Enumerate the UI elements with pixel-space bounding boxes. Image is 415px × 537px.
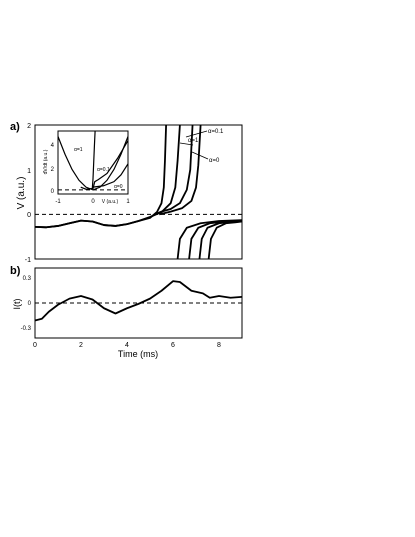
- annotation-alpha-1: α=1: [188, 138, 199, 144]
- panel-a-ylabel: V (a.u.): [16, 177, 27, 210]
- inset-series: [57, 130, 129, 191]
- inset-annotation-alpha-0-1: α=0.1: [97, 167, 110, 173]
- inset: dV/dt (a.u.) 0 2 4 -1 0 1 V (a.u.) α=1 α…: [43, 130, 130, 205]
- panel-b-xticks: 0 2 4 6 8: [33, 342, 221, 349]
- inset-ytick: 2: [51, 167, 55, 173]
- inset-annotation-alpha-0: α=0: [114, 184, 123, 190]
- panel-a-ytick: 2: [27, 123, 31, 130]
- inset-series-line-1: [91, 130, 96, 189]
- panel-a-ytick: -1: [25, 257, 31, 264]
- panel-b-xtick: 6: [171, 342, 175, 349]
- panel-a-series-line-8: [207, 220, 243, 260]
- inset-ytick: 0: [51, 189, 55, 195]
- annotation-alpha-0-1-arrow: [185, 130, 208, 138]
- inset-xticks: -1 0 1: [55, 199, 130, 205]
- panel-a-series: [34, 124, 243, 260]
- inset-series-line-3: [92, 163, 129, 188]
- annotation-alpha-0-arrow: [191, 151, 209, 160]
- inset-ylabel: dV/dt (a.u.): [43, 149, 49, 174]
- inset-annotation-alpha-1: α=1: [74, 147, 83, 153]
- inset-xtick: -1: [55, 199, 61, 205]
- panel-a-ytick: 0: [27, 212, 31, 219]
- panel-b: b) I(t) -0.3 0 0.3 0 2 4 6 8 Time (ms): [10, 265, 243, 359]
- panel-a-series-line-6: [188, 219, 243, 260]
- panel-b-ytick: 0: [28, 301, 32, 307]
- inset-frame: [57, 130, 129, 195]
- panel-b-ytick: 0.3: [23, 276, 32, 282]
- panel-a-frame: [34, 124, 243, 260]
- panel-b-series: [34, 280, 243, 322]
- panel-a-series-line-5: [176, 219, 243, 260]
- inset-xtick: 1: [126, 199, 130, 205]
- panel-a-series-line-3: [154, 124, 194, 216]
- panel-a: a) V (a.u.) -1 0 1 2 α=1 α=0.1 α=0: [10, 121, 243, 264]
- panel-a-series-line-4: [158, 124, 202, 216]
- panel-b-xlabel: Time (ms): [118, 349, 158, 359]
- panel-b-ylabel: I(t): [12, 299, 22, 310]
- panel-b-xtick: 8: [217, 342, 221, 349]
- inset-series-line-4: [57, 136, 129, 191]
- panel-a-ytick: 1: [27, 168, 31, 175]
- inset-xtick: 0: [91, 199, 95, 205]
- panel-b-series-line-1: [34, 280, 243, 322]
- annotation-alpha-0-1: α=0.1: [208, 129, 224, 135]
- annotation-alpha-0: α=0: [209, 158, 220, 164]
- panel-b-xtick: 0: [33, 342, 37, 349]
- panel-a-series-line-2: [34, 124, 181, 229]
- panel-b-ytick: -0.3: [21, 326, 32, 332]
- panel-b-xtick: 2: [79, 342, 83, 349]
- inset-series-line-2: [80, 140, 129, 190]
- inset-xlabel: V (a.u.): [102, 199, 119, 205]
- panel-a-yticks: -1 0 1 2: [25, 123, 31, 264]
- panel-a-label: a): [10, 121, 20, 133]
- inset-ytick: 4: [51, 143, 55, 149]
- panel-b-label: b): [10, 265, 21, 277]
- annotation-alpha-1-arrow: [179, 142, 194, 146]
- panel-b-yticks: -0.3 0 0.3: [21, 276, 32, 332]
- inset-yticks: 0 2 4: [51, 143, 55, 195]
- panel-b-xtick: 4: [125, 342, 129, 349]
